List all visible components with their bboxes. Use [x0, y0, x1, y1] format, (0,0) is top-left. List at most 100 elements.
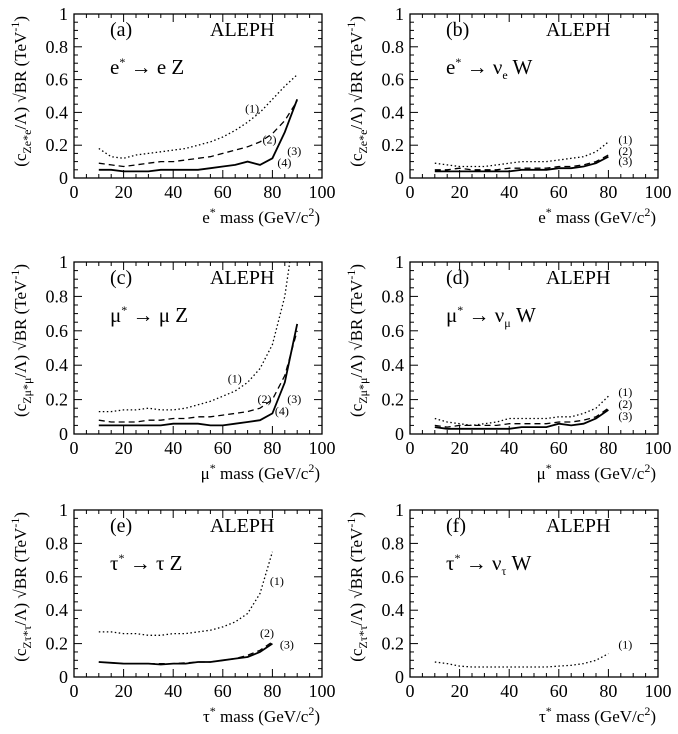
y-tick-label: 0.4: [46, 600, 69, 620]
x-label-text: mass (GeV/c: [552, 464, 645, 483]
y-tick-label: 0.8: [382, 533, 405, 553]
process-tail: W: [508, 55, 533, 79]
x-axis-label: μ* mass (GeV/c2): [537, 461, 656, 483]
y-label-exp: -1: [344, 518, 358, 528]
y-label-exp: -1: [8, 518, 22, 528]
process-particle: e: [446, 55, 455, 79]
x-tick-label: 40: [164, 681, 182, 701]
x-tick-label: 100: [309, 182, 336, 202]
x-label-text: mass (GeV/c: [216, 707, 309, 726]
x-label-close: ): [650, 208, 656, 227]
process-label: μ* → μ Z: [110, 303, 188, 327]
curve-label: (4): [277, 156, 291, 170]
y-label-exp: -1: [8, 22, 22, 32]
process-arrow: →: [463, 303, 495, 327]
y-tick-label: 0: [59, 667, 68, 687]
y-tick-label: 0.6: [382, 567, 405, 587]
panel-label: (c): [110, 267, 132, 289]
process-particle: μ: [110, 303, 121, 327]
x-label-star: *: [546, 704, 552, 718]
curve-label: (2): [262, 133, 276, 147]
experiment-label: ALEPH: [546, 515, 610, 537]
panel-label: (b): [446, 19, 469, 41]
x-tick-label: 60: [550, 681, 568, 701]
y-label-c: (c: [11, 153, 30, 167]
x-tick-label: 40: [164, 182, 182, 202]
x-label-particle: μ: [537, 464, 546, 483]
x-label-text: mass (GeV/c: [216, 208, 309, 227]
y-label-sub: Zτ*τ: [20, 625, 34, 648]
y-label-c: (c: [347, 153, 366, 167]
y-tick-label: 0: [59, 424, 68, 444]
y-tick-label: 1: [59, 500, 68, 520]
x-label-close: ): [314, 707, 320, 726]
y-label-close: ): [347, 512, 366, 518]
x-label-close: ): [650, 707, 656, 726]
process-label: e* → e Z: [110, 55, 184, 79]
series-line-dotted: [434, 141, 609, 168]
x-tick-label: 80: [263, 182, 281, 202]
y-tick-label: 0.6: [46, 321, 69, 341]
y-tick-label: 0.8: [382, 286, 405, 306]
y-tick-label: 0.4: [382, 355, 405, 375]
panel-label: (f): [446, 515, 466, 537]
curve-label: (1): [270, 574, 284, 588]
x-tick-label: 40: [500, 438, 518, 458]
process-particle: τ: [110, 551, 118, 575]
x-label-text: mass (GeV/c: [216, 464, 309, 483]
x-label-exp: 2: [644, 205, 650, 219]
y-tick-label: 0.2: [46, 634, 69, 654]
x-label-text: mass (GeV/c: [552, 208, 645, 227]
y-tick-label: 1: [59, 252, 68, 272]
y-label-sub: Zμ*μ: [356, 378, 370, 404]
y-label-c: (c: [347, 648, 366, 662]
x-label-particle: e: [538, 208, 546, 227]
x-tick-label: 80: [599, 182, 617, 202]
y-tick-label: 0.2: [46, 390, 69, 410]
x-tick-label: 0: [406, 438, 415, 458]
process-label: τ* → ντ W: [446, 551, 532, 578]
process-star: *: [457, 303, 463, 317]
curve-label: (2): [618, 144, 632, 158]
x-label-particle: e: [202, 208, 210, 227]
y-axis-label: (cZe*e/Λ) √BR (TeV-1): [8, 16, 34, 167]
x-tick-label: 20: [115, 681, 133, 701]
x-tick-label: 20: [115, 182, 133, 202]
x-tick-label: 0: [406, 182, 415, 202]
curve-label: (3): [287, 144, 301, 158]
series-line-solid: [434, 409, 609, 430]
x-tick-label: 0: [406, 681, 415, 701]
process-arrow: →: [125, 55, 157, 79]
series-line-dashed: [434, 154, 609, 171]
y-label-text: /Λ) √BR (TeV: [11, 527, 30, 626]
x-label-particle: μ: [201, 464, 210, 483]
x-tick-label: 40: [164, 438, 182, 458]
y-tick-label: 0.2: [382, 135, 405, 155]
series-line-solid: [98, 642, 273, 666]
y-tick-label: 0.8: [382, 37, 405, 57]
x-tick-label: 100: [645, 681, 672, 701]
series-line-solid: [98, 323, 299, 427]
series-line-solid: [434, 155, 609, 173]
y-tick-label: 0.4: [46, 355, 69, 375]
process-star: *: [118, 551, 124, 565]
series-line-dashed: [98, 641, 273, 665]
y-tick-label: 0: [395, 667, 404, 687]
process-arrow: →: [124, 551, 156, 575]
curve-label: (2): [258, 392, 272, 406]
x-label-exp: 2: [308, 205, 314, 219]
x-tick-label: 100: [309, 438, 336, 458]
x-label-close: ): [314, 464, 320, 483]
y-label-close: ): [11, 16, 30, 22]
x-label-close: ): [314, 208, 320, 227]
x-tick-label: 60: [550, 182, 568, 202]
y-tick-label: 0.2: [382, 390, 405, 410]
x-axis-label: μ* mass (GeV/c2): [201, 461, 320, 483]
y-label-sub: Ze*e: [20, 130, 34, 154]
panel-label: (d): [446, 267, 469, 289]
panel-label: (e): [110, 515, 132, 537]
y-tick-label: 0.2: [46, 135, 69, 155]
